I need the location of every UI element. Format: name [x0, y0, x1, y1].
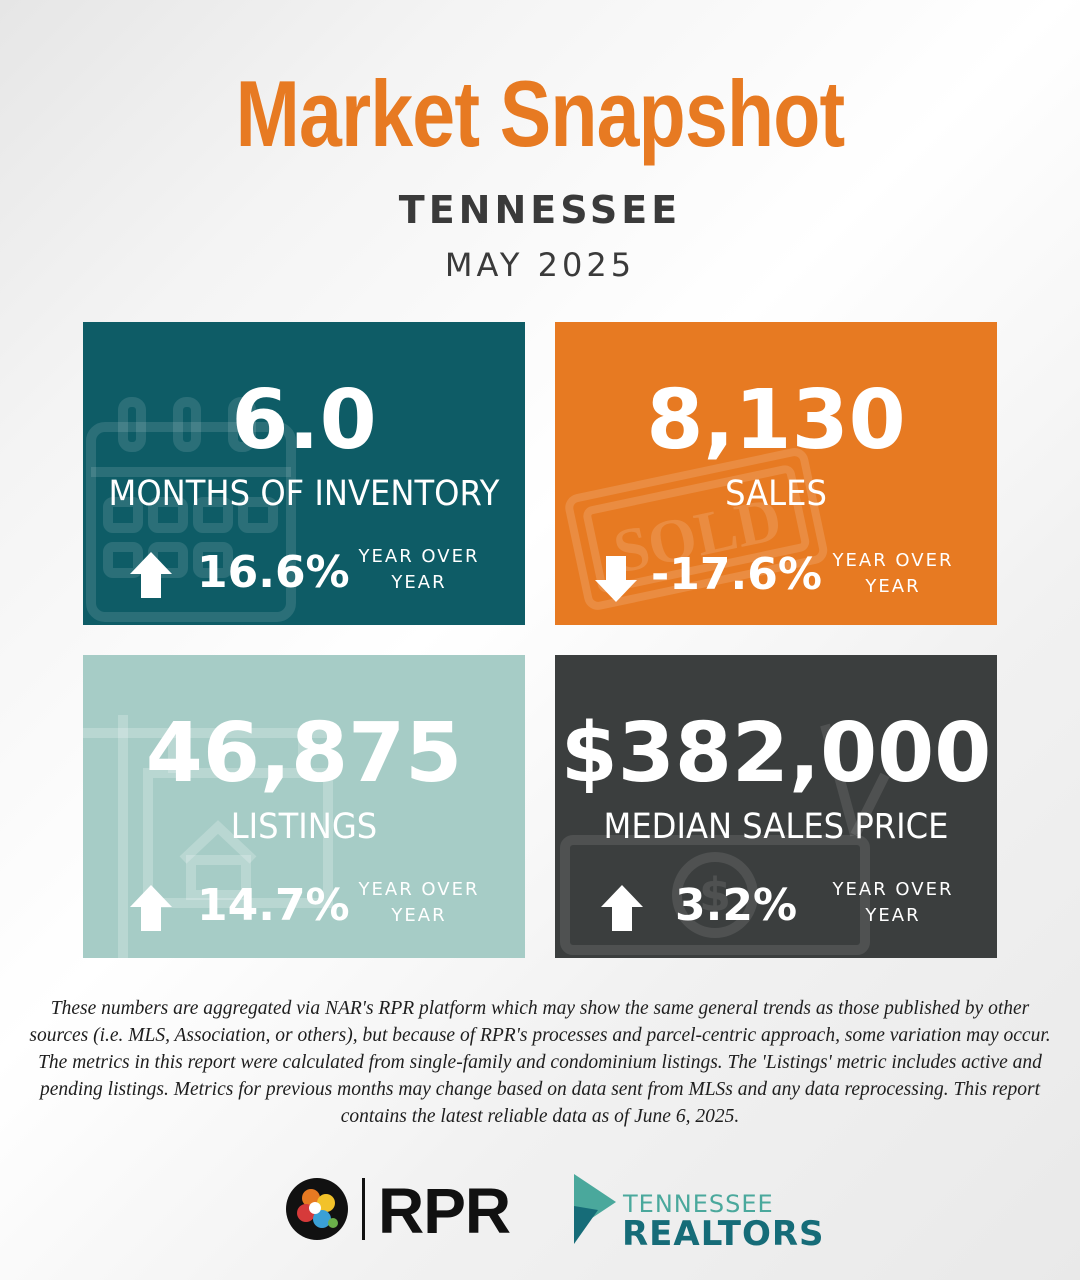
report-period: MAY 2025: [444, 246, 636, 284]
median-price-label: MEDIAN SALES PRICE: [603, 807, 949, 847]
rpr-logo-icon: [286, 1178, 348, 1240]
listings-value: 46,875: [145, 706, 463, 801]
rpr-divider: [362, 1178, 365, 1240]
sales-change: -17.6% YEAR OVER YEAR: [555, 544, 997, 602]
inventory-label: MONTHS OF INVENTORY: [108, 474, 500, 514]
months-of-inventory-card: 6.0 MONTHS OF INVENTORY 16.6% YEAR OVER …: [83, 322, 525, 625]
yoy-line-2: YEAR: [391, 572, 447, 593]
disclaimer-text: These numbers are aggregated via NAR's R…: [29, 998, 1051, 1127]
money-icon: $: [560, 723, 890, 955]
yoy-line-2: YEAR: [391, 905, 447, 926]
inventory-value: 6.0: [231, 373, 377, 468]
arrow-up-icon: [130, 552, 172, 598]
yoy-line-1: YEAR OVER: [832, 550, 954, 571]
median-price-change-percent: 3.2%: [675, 880, 798, 931]
sales-value: 8,130: [646, 373, 906, 468]
year-over-year-label: YEAR OVER YEAR: [349, 544, 489, 596]
listings-label: LISTINGS: [230, 807, 378, 847]
yoy-line-2: YEAR: [865, 576, 921, 597]
inventory-change-percent: 16.6%: [197, 547, 350, 598]
listings-change-percent: 14.7%: [197, 880, 350, 931]
footer-logos: RPR TENNESSEE REALTORS: [0, 1168, 1080, 1254]
yoy-line-1: YEAR OVER: [358, 546, 480, 567]
sales-label: SALES: [725, 474, 827, 514]
median-price-change: 3.2% YEAR OVER YEAR: [555, 877, 997, 933]
for-sale-sign-icon: [83, 715, 333, 958]
median-sales-price-card: $ $382,000 MEDIAN SALES PRICE 3.2% YEAR …: [555, 655, 997, 958]
tennessee-realtors-line1: TENNESSEE: [623, 1190, 774, 1218]
year-over-year-label: YEAR OVER YEAR: [823, 877, 963, 929]
yoy-line-2: YEAR: [865, 905, 921, 926]
arrow-up-icon: [601, 885, 643, 931]
state-name: TENNESSEE: [398, 188, 682, 232]
sales-change-percent: -17.6%: [651, 549, 822, 600]
sold-stamp-icon: SOLD: [565, 448, 828, 610]
calendar-icon: [86, 397, 296, 622]
yoy-line-1: YEAR OVER: [358, 879, 480, 900]
sales-card: SOLD 8,130 SALES -17.6% YEAR OVER YEAR: [555, 322, 997, 625]
page-title: Market Snapshot: [235, 61, 846, 166]
year-over-year-label: YEAR OVER YEAR: [823, 548, 963, 600]
year-over-year-label: YEAR OVER YEAR: [349, 877, 489, 929]
arrow-up-icon: [130, 885, 172, 931]
arrow-down-icon: [595, 556, 637, 602]
tennessee-realtors-logo-icon: [574, 1174, 616, 1244]
svg-text:$: $: [699, 868, 731, 922]
yoy-line-1: YEAR OVER: [832, 879, 954, 900]
listings-change: 14.7% YEAR OVER YEAR: [83, 877, 525, 933]
tennessee-realtors-line2: REALTORS: [622, 1214, 825, 1254]
median-price-value: $382,000: [560, 706, 992, 801]
inventory-change: 16.6% YEAR OVER YEAR: [83, 544, 525, 600]
rpr-logo-text: RPR: [378, 1175, 511, 1247]
listings-card: 46,875 LISTINGS 14.7% YEAR OVER YEAR: [83, 655, 525, 958]
